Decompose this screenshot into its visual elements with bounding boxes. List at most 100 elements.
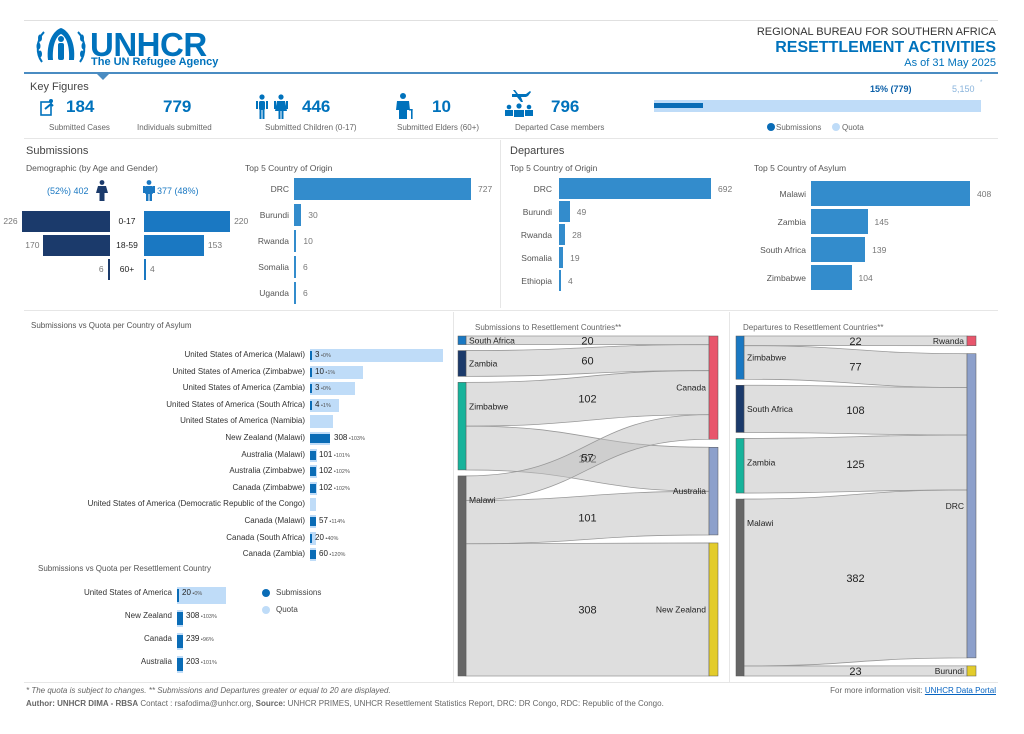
sankey-source-label: South Africa xyxy=(469,335,515,345)
qa-value: 102 •102% xyxy=(319,466,350,475)
sub-origin-bar xyxy=(294,204,302,226)
qa-quota-bar xyxy=(310,415,333,429)
qa-quota-bar xyxy=(310,398,340,412)
dep-asylum-bar xyxy=(811,209,868,234)
qa-submission-bar xyxy=(310,517,316,526)
source-line: Author: UNHCR DIMA - RBSA Contact : rsaf… xyxy=(26,699,664,708)
female-bar xyxy=(107,259,110,280)
qa-value: 57 •114% xyxy=(319,516,345,525)
legend-submissions-label: Submissions xyxy=(776,123,822,132)
mid-divider xyxy=(24,310,998,311)
submission-count: 102 xyxy=(319,482,333,492)
sankey-link-value: 23 xyxy=(849,666,861,678)
submission-count: 3 xyxy=(315,383,320,393)
qc-submission-bar xyxy=(177,612,183,625)
sankey-source-node xyxy=(735,335,745,380)
sub-origin-value: 30 xyxy=(308,210,318,220)
source-text: UNHCR PRIMES, UNHCR Resettlement Statist… xyxy=(285,699,664,708)
qc-value: 20 •0% xyxy=(182,588,202,597)
quota-percent: •102% xyxy=(332,485,350,492)
qc-submission-bar xyxy=(177,658,183,671)
header-divider xyxy=(24,72,998,74)
dep-origin-label: Somalia xyxy=(521,252,552,263)
source-label: Source: xyxy=(255,699,286,708)
sankey-source-label: Zimbabwe xyxy=(747,353,786,363)
sankey-source-node xyxy=(457,475,467,677)
sankey-target-label: Australia xyxy=(673,486,706,496)
male-bar xyxy=(144,235,204,256)
submission-count: 3 xyxy=(315,350,320,359)
sankey-target-label: DRC xyxy=(946,501,964,511)
dep-asylum-value: 408 xyxy=(977,188,992,199)
sankey-target-label: New Zealand xyxy=(656,604,706,614)
qa-quota-bar xyxy=(310,349,443,362)
submission-count: 308 xyxy=(186,611,200,620)
quota-percent: •40% xyxy=(323,535,339,542)
dep-asylum-label: South Africa xyxy=(760,244,806,255)
dep-origin-label: Rwanda xyxy=(520,229,552,240)
sankey-link-value: 77 xyxy=(849,362,861,374)
dep-origin-value: 19 xyxy=(570,252,580,263)
data-portal-link[interactable]: UNHCR Data Portal xyxy=(924,686,996,695)
sankey-source-label: Malawi xyxy=(469,495,496,505)
qa-label: United States of America (Democratic Rep… xyxy=(87,499,305,509)
dep-origin-label: Burundi xyxy=(522,206,552,217)
departures-sankey-chart: Departures to Resettlement Countries** 2… xyxy=(735,323,977,678)
qa-submission-bar xyxy=(310,483,316,493)
quota-percent: •102% xyxy=(332,469,350,476)
departures-title: Departures xyxy=(510,145,565,157)
qa-label: United States of America (Zimbabwe) xyxy=(172,366,306,376)
sankey2-title: Departures to Resettlement Countries** xyxy=(743,323,884,332)
sankey-source-node xyxy=(457,335,467,345)
quota-legend-submissions-dot xyxy=(262,589,270,597)
progress-percent-label: 15% (779) xyxy=(870,84,912,94)
qa-submission-bar xyxy=(310,434,330,443)
qa-label: Canada (Malawi) xyxy=(244,516,305,525)
kf-individuals-value: 779 xyxy=(163,97,192,116)
dep-origin-value: 692 xyxy=(718,183,733,194)
sankey-divider xyxy=(729,312,730,682)
quota-percent: •101% xyxy=(199,660,217,666)
sankey-link-value: 102 xyxy=(578,393,596,405)
unhcr-logo-icon xyxy=(34,24,88,68)
top-divider xyxy=(24,20,998,21)
qa-quota-bar xyxy=(310,365,364,379)
header-pointer xyxy=(96,73,110,80)
sankey-target-label: Canada xyxy=(676,383,706,393)
sub-origin-label: Uganda xyxy=(259,288,289,298)
female-value: 6 xyxy=(98,264,104,274)
children-icon xyxy=(254,94,290,125)
submitted-case-icon xyxy=(40,98,56,121)
more-info-text: For more information visit: xyxy=(830,686,925,695)
qa-value: 101 •101% xyxy=(319,450,350,459)
kf-departed-label: Departed Case members xyxy=(515,123,605,132)
qa-submission-bar xyxy=(310,450,316,460)
elder-icon xyxy=(393,92,417,125)
qa-value: 3 •0% xyxy=(315,383,331,392)
sankey-source-label: Zambia xyxy=(747,457,776,467)
age-group-label: 0-17 xyxy=(118,216,136,226)
dep-origin-value: 28 xyxy=(572,229,582,240)
qa-label: United States of America (South Africa) xyxy=(166,399,305,409)
submission-count: 101 xyxy=(319,449,333,459)
org-subtitle: The UN Refugee Agency xyxy=(91,56,219,68)
dep-origin-bar xyxy=(559,224,566,245)
sankey-link-value: 382 xyxy=(846,573,864,585)
male-bar xyxy=(144,211,231,232)
contact-text: Contact : rsafodima@unhcr.org, xyxy=(138,699,256,708)
qc-label: Australia xyxy=(140,657,172,666)
dep-asylum-bar xyxy=(811,237,866,262)
key-figures-divider xyxy=(24,138,998,139)
kf-children-label: Submitted Children (0-17) xyxy=(265,123,357,132)
report-date: As of 31 May 2025 xyxy=(904,57,996,69)
qa-value: 60 •120% xyxy=(319,549,345,558)
sankey-target-node xyxy=(966,353,977,659)
dep-origin-value: 49 xyxy=(576,206,587,217)
qa-submission-bar xyxy=(310,533,312,543)
quota-progress-track xyxy=(654,100,981,112)
qa-value: 102 •102% xyxy=(319,483,350,492)
quota-percent: •114% xyxy=(327,519,346,525)
submissions-progress-fill xyxy=(654,103,704,108)
qc-label: United States of America xyxy=(83,588,172,597)
dep-asylum-label: Zimbabwe xyxy=(766,272,806,283)
